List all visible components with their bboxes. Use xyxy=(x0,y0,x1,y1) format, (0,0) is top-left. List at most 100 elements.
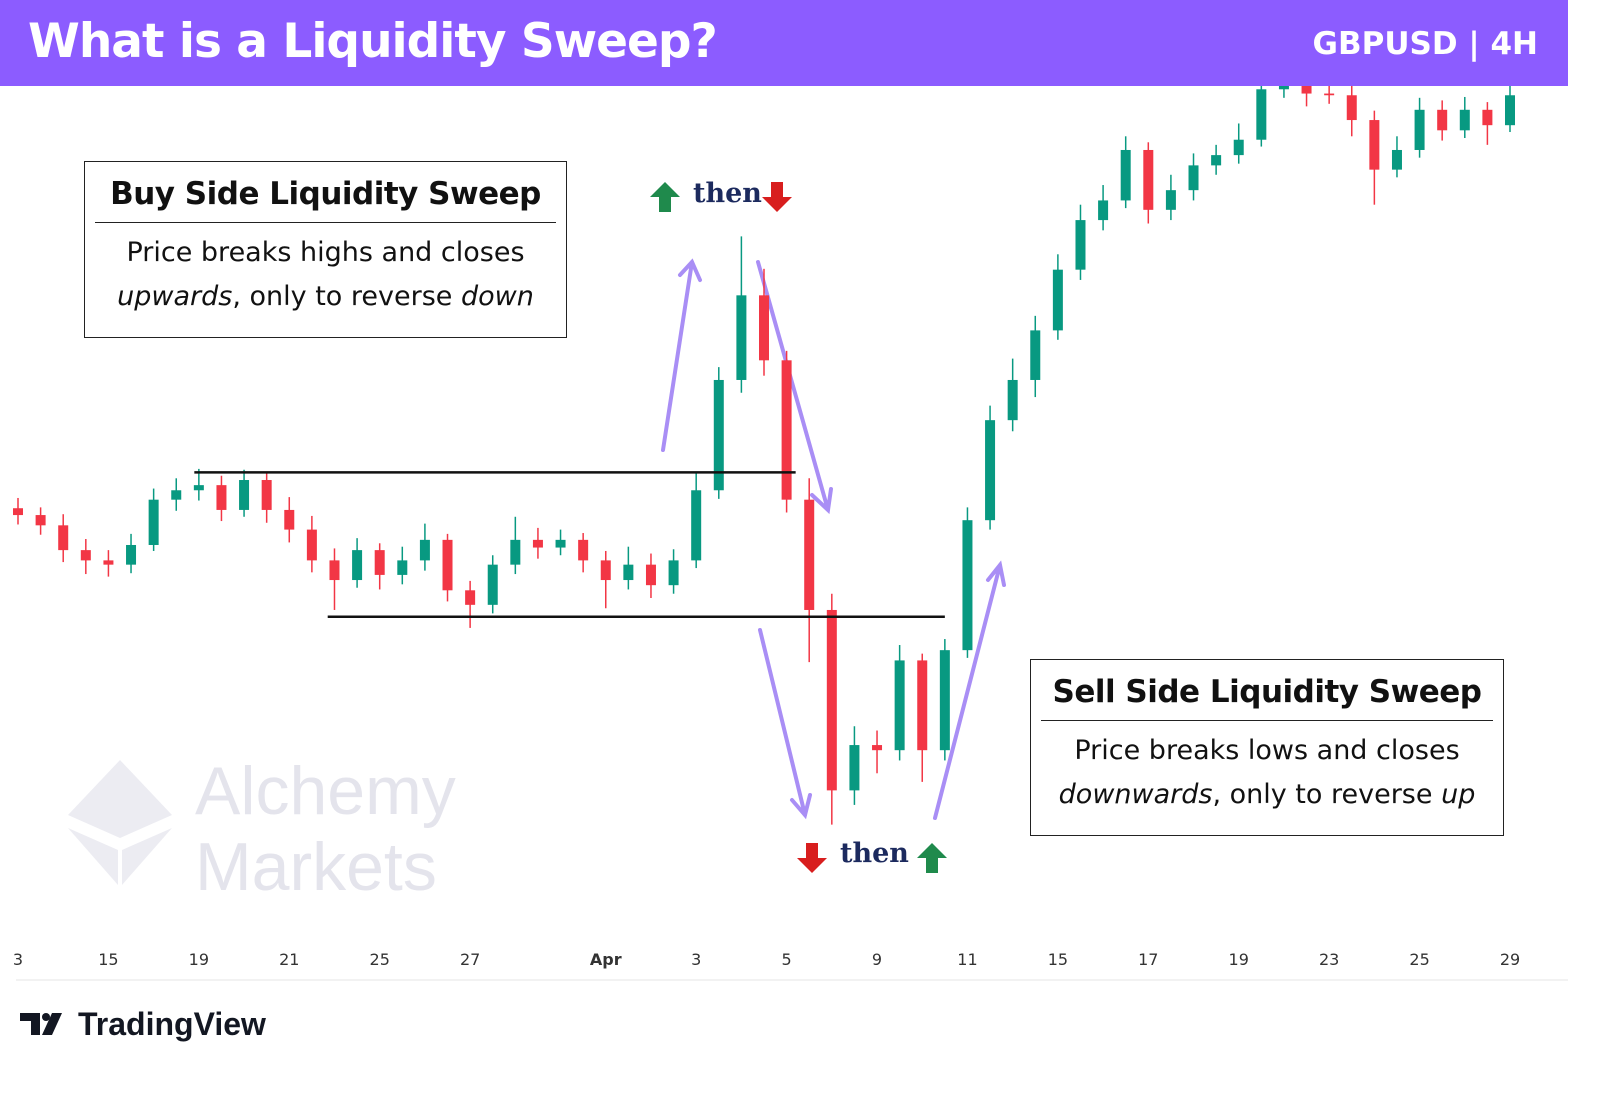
box-text: Price breaks highs and closes upwards, on… xyxy=(85,231,566,319)
candle-body xyxy=(849,745,860,791)
header: What is a Liquidity Sweep? GBPUSD | 4H xyxy=(0,0,1568,86)
candle-body xyxy=(600,560,611,581)
candle-body xyxy=(1052,269,1063,331)
page-title: What is a Liquidity Sweep? xyxy=(28,14,718,69)
watermark-logo xyxy=(68,760,172,885)
candle-body xyxy=(1120,149,1131,201)
candle-body xyxy=(962,520,973,651)
candle-body xyxy=(13,508,23,516)
candle-body xyxy=(329,560,340,581)
candle-body xyxy=(1211,155,1222,166)
candle-body xyxy=(103,560,114,565)
candle-body xyxy=(306,529,317,561)
candle-body xyxy=(939,650,950,751)
x-tick-label: 15 xyxy=(98,950,118,969)
candle-body xyxy=(442,539,453,591)
candle-body xyxy=(532,539,543,548)
candle-body xyxy=(826,609,837,791)
candle-body xyxy=(555,539,566,548)
x-tick-label: 23 xyxy=(1319,950,1339,969)
candle-body xyxy=(58,525,69,551)
watermark-text: Alchemy xyxy=(195,753,456,829)
candle-body xyxy=(713,379,724,491)
candle-body xyxy=(1075,220,1086,270)
text: down xyxy=(460,281,534,312)
candle-body xyxy=(1030,330,1041,380)
candle-body xyxy=(487,564,498,605)
candle-body xyxy=(1459,109,1470,131)
x-tick-label: 3 xyxy=(13,950,23,969)
candle-body xyxy=(171,490,182,500)
candle-body xyxy=(1143,149,1154,210)
candle-body xyxy=(1391,149,1402,170)
candle-body xyxy=(1414,109,1425,150)
candle-body xyxy=(759,295,769,361)
candle-body xyxy=(894,660,905,751)
candle-body xyxy=(668,560,679,586)
x-tick-label: 25 xyxy=(370,950,390,969)
box-title: Buy Side Liquidity Sweep xyxy=(95,162,556,223)
candle-body xyxy=(352,550,363,581)
x-tick-label: 19 xyxy=(1229,950,1249,969)
candle-body xyxy=(1256,89,1267,140)
candle-body xyxy=(917,660,928,751)
symbol-badge: GBPUSD | 4H xyxy=(1312,26,1538,62)
x-tick-label: 19 xyxy=(189,950,209,969)
candle-body xyxy=(148,499,159,545)
candle-body xyxy=(216,485,227,510)
candle-body xyxy=(1098,200,1109,221)
then-label: then xyxy=(840,838,909,869)
buy-side-box: Buy Side Liquidity Sweep Price breaks hi… xyxy=(84,161,567,338)
candle-body xyxy=(284,509,295,530)
candle-body xyxy=(1165,190,1176,210)
x-tick-label: 9 xyxy=(872,950,882,969)
sweep-arrows xyxy=(661,258,1006,820)
candle-body xyxy=(126,544,137,565)
candle-body xyxy=(804,499,815,610)
candle-body xyxy=(1188,165,1199,191)
x-tick-label: 5 xyxy=(782,950,792,969)
x-tick-label: 21 xyxy=(279,950,299,969)
candle-body xyxy=(1007,379,1018,421)
text: , only to reverse xyxy=(1212,779,1442,810)
candle-body xyxy=(985,420,996,521)
candle-body xyxy=(465,590,476,605)
candle-body xyxy=(261,480,272,510)
candle-body xyxy=(510,539,521,565)
x-tick-label: 17 xyxy=(1138,950,1158,969)
sell-side-box: Sell Side Liquidity Sweep Price breaks l… xyxy=(1030,659,1504,836)
x-tick-label: 11 xyxy=(957,950,977,969)
candle-body xyxy=(1233,139,1244,156)
x-tick-label: 27 xyxy=(460,950,480,969)
candle-body xyxy=(691,490,702,561)
candle-body xyxy=(374,550,385,575)
candle-body xyxy=(1482,109,1493,126)
watermark-text: Markets xyxy=(195,829,437,905)
text: , only to reverse xyxy=(232,281,461,312)
candle-body xyxy=(1346,95,1357,121)
text: Price breaks lows and closes xyxy=(1074,735,1460,766)
text: downwards xyxy=(1058,779,1213,810)
text: Price breaks highs and closes xyxy=(126,237,525,268)
then-label: then xyxy=(693,178,762,209)
x-tick-label: 15 xyxy=(1048,950,1068,969)
text: upwards xyxy=(117,281,233,312)
candle-body xyxy=(35,515,46,526)
candle-body xyxy=(1505,95,1515,126)
x-tick-label: 3 xyxy=(691,950,701,969)
candle-body xyxy=(239,480,250,510)
candle-body xyxy=(80,550,91,561)
candle-body xyxy=(736,295,747,380)
candle-body xyxy=(397,560,408,575)
tv-logo xyxy=(20,1013,62,1035)
candle-body xyxy=(872,745,883,751)
candle-body xyxy=(578,539,589,561)
candle-body xyxy=(623,564,634,581)
x-tick-label: 29 xyxy=(1500,950,1520,969)
candle-body xyxy=(1324,93,1335,96)
x-tick-label: 25 xyxy=(1409,950,1429,969)
box-title: Sell Side Liquidity Sweep xyxy=(1041,660,1493,721)
candle-body xyxy=(645,564,656,586)
